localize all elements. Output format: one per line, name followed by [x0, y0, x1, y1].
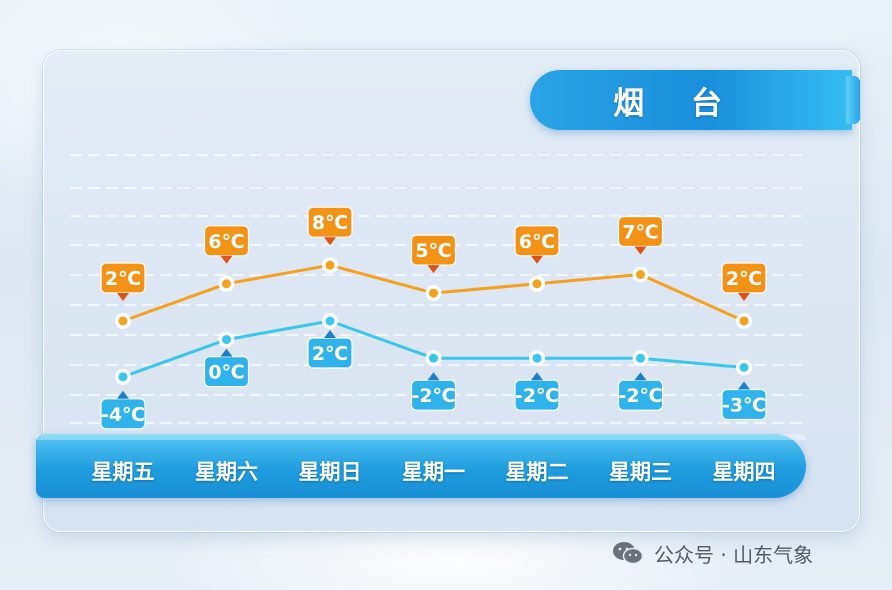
- weekday-label: 星期一: [402, 460, 465, 484]
- weekday-label: 星期六: [195, 460, 258, 484]
- low-temp-label: 0℃: [208, 362, 244, 384]
- high-temp-label: 2℃: [726, 268, 762, 290]
- low-temp-point: [427, 351, 440, 365]
- high-temp-label: 7℃: [622, 222, 658, 244]
- label-pointer: [738, 381, 750, 390]
- city-name: 烟 台: [613, 85, 740, 122]
- label-pointer: [117, 390, 129, 399]
- low-temp-label: -3℃: [722, 395, 766, 417]
- high-temp-point: [427, 286, 440, 300]
- high-temp-point: [634, 268, 647, 281]
- city-banner: 烟 台: [530, 70, 860, 130]
- wechat-icon: [613, 542, 644, 565]
- label-pointer: [634, 246, 647, 255]
- label-pointer: [634, 372, 647, 381]
- weekday-bar: [36, 434, 806, 498]
- low-temp-point: [220, 333, 233, 347]
- weekday-label: 星期三: [609, 460, 672, 484]
- low-temp-point: [737, 361, 751, 374]
- high-temp-label: 8℃: [312, 212, 348, 234]
- label-pointer: [220, 348, 233, 357]
- weekday-label: 星期日: [298, 460, 362, 484]
- low-temp-label: -4℃: [101, 404, 145, 426]
- label-pointer: [427, 265, 440, 274]
- high-temp-point: [323, 258, 337, 272]
- label-pointer: [324, 237, 336, 246]
- high-temp-point: [737, 314, 751, 328]
- footer-source-text: 公众号 · 山东气象: [654, 542, 814, 567]
- label-pointer: [220, 255, 233, 264]
- low-temp-point: [323, 314, 337, 328]
- low-temp-label: 2℃: [312, 343, 348, 365]
- weekday-label: 星期二: [505, 460, 569, 484]
- high-temp-point: [116, 314, 130, 328]
- high-temp-point: [530, 277, 544, 291]
- low-temp-label: -2℃: [515, 385, 559, 407]
- label-pointer: [531, 372, 543, 381]
- label-pointer: [531, 255, 543, 264]
- high-temp-label: 6℃: [208, 231, 244, 253]
- weekday-label: 星期四: [712, 460, 776, 484]
- low-temp-point: [530, 351, 544, 365]
- label-pointer: [117, 293, 129, 301]
- weekday-label: 星期五: [91, 460, 155, 484]
- low-temp-point: [634, 351, 647, 365]
- low-temp-point: [116, 370, 130, 384]
- low-temp-label: -2℃: [618, 385, 662, 407]
- high-temp-label: 2℃: [105, 268, 141, 290]
- label-pointer: [738, 293, 750, 301]
- high-temp-label: 6℃: [519, 231, 555, 253]
- label-pointer: [324, 330, 336, 338]
- low-temp-label: -2℃: [411, 385, 455, 407]
- high-temp-point: [220, 277, 233, 291]
- high-temp-label: 5℃: [415, 240, 451, 262]
- label-pointer: [427, 372, 440, 381]
- footer-source: 公众号 · 山东气象: [612, 538, 813, 568]
